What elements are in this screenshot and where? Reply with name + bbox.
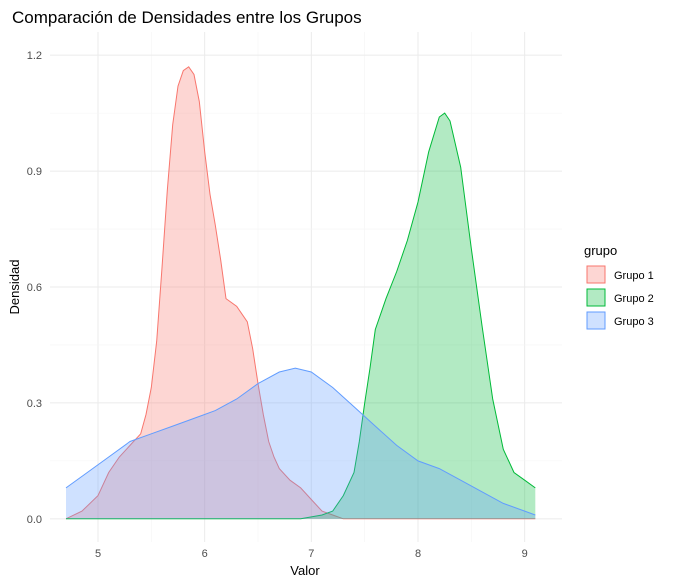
x-tick-label: 9	[522, 548, 528, 560]
legend-item-grupo-3: Grupo 3	[585, 310, 654, 331]
x-axis-label: Valor	[290, 563, 320, 578]
grupo-3-line	[65, 367, 536, 516]
legend-title: grupo	[584, 243, 617, 258]
y-tick-label: 0.3	[27, 398, 42, 410]
grupo-2-area	[66, 113, 536, 519]
x-axis-ticks: 5 6 7 8 9	[95, 548, 528, 560]
legend-item-grupo-2: Grupo 2	[585, 287, 654, 308]
legend-swatch	[586, 265, 606, 284]
legend: grupo Grupo 1 Grupo 2 Grupo 3	[584, 243, 654, 331]
legend-label: Grupo 3	[614, 316, 654, 328]
density-areas	[65, 66, 536, 520]
legend-label: Grupo 2	[614, 293, 654, 305]
legend-label: Grupo 1	[614, 270, 654, 282]
legend-key-background	[585, 310, 607, 331]
y-tick-label: 0.0	[27, 514, 42, 526]
grupo-3-area	[66, 368, 536, 519]
chart-title: Comparación de Densidades entre los Grup…	[12, 8, 362, 27]
y-axis-ticks: 0.0 0.3 0.6 0.9 1.2	[27, 50, 42, 526]
x-tick-label: 5	[95, 548, 101, 560]
legend-swatch	[586, 311, 606, 330]
grupo-2-line	[66, 112, 536, 520]
y-tick-label: 0.9	[27, 166, 42, 178]
x-tick-label: 7	[308, 548, 314, 560]
legend-key-background	[585, 287, 607, 308]
y-tick-label: 1.2	[27, 50, 42, 62]
grupo-1-area	[66, 66, 536, 519]
x-tick-label: 8	[415, 548, 421, 560]
x-tick-label: 6	[202, 548, 208, 560]
grupo-1-line	[65, 66, 536, 520]
y-axis-label: Densidad	[7, 260, 22, 315]
legend-key-background	[585, 264, 607, 285]
legend-item-grupo-1: Grupo 1	[585, 264, 654, 285]
y-tick-label: 0.6	[27, 282, 42, 294]
legend-swatch	[586, 288, 606, 307]
